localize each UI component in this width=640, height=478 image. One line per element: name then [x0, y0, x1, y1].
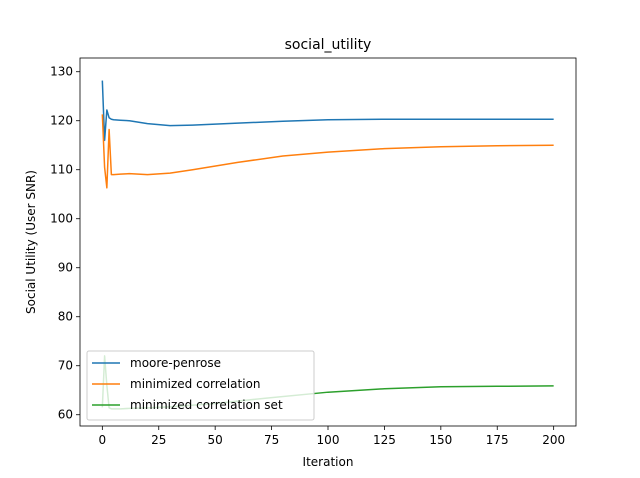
- x-tick-label: 175: [486, 433, 509, 447]
- axes: 0 25 50 75 100 125 150 175 200 60 70 80 90 100 110 120 1…: [50, 57, 577, 447]
- x-tick-label: 125: [373, 433, 396, 447]
- y-tick-label: 80: [58, 310, 73, 324]
- legend-label-1: minimized correlation: [130, 377, 261, 391]
- y-tick-label: 110: [50, 163, 73, 177]
- y-tick-label: 60: [58, 408, 73, 422]
- legend-label-0: moore-penrose: [130, 356, 221, 370]
- series-line-0: [101, 80, 554, 142]
- x-axis-label: Iteration: [303, 455, 354, 469]
- x-tick-label: 200: [542, 433, 565, 447]
- chart-title: social_utility: [285, 37, 372, 53]
- x-tick-label: 25: [151, 433, 166, 447]
- x-tick-label: 100: [317, 433, 340, 447]
- x-tick-label: 0: [99, 433, 107, 447]
- legend-box: [86, 350, 315, 421]
- y-tick-label: 100: [50, 212, 73, 226]
- y-tick-label: 70: [58, 359, 73, 373]
- legend-label-2: minimized correlation set: [130, 398, 283, 412]
- series-line-1: [101, 114, 554, 189]
- x-tick-label: 50: [208, 433, 223, 447]
- y-tick-label: 120: [50, 114, 73, 128]
- legend: moore-penrose minimized correlation minimi…: [86, 350, 315, 421]
- y-tick-label: 90: [58, 261, 73, 275]
- y-axis-label: Social Utility (User SNR): [24, 170, 38, 314]
- x-tick-label: 150: [429, 433, 452, 447]
- x-tick-label: 75: [264, 433, 279, 447]
- y-tick-label: 130: [50, 65, 73, 79]
